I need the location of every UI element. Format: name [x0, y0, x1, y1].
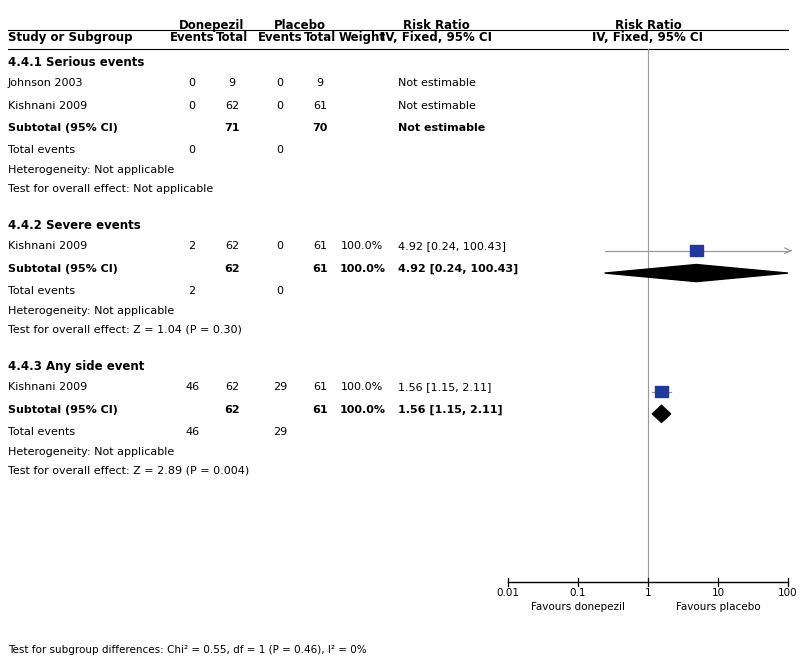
Text: 29: 29 — [273, 427, 287, 437]
Text: 70: 70 — [312, 123, 328, 133]
Text: 61: 61 — [312, 264, 328, 274]
Text: Total: Total — [216, 31, 248, 44]
Text: 61: 61 — [313, 101, 327, 111]
Polygon shape — [605, 265, 788, 282]
Text: Test for overall effect: Z = 2.89 (P = 0.004): Test for overall effect: Z = 2.89 (P = 0… — [8, 465, 250, 475]
Text: 2: 2 — [189, 286, 195, 296]
Text: 9: 9 — [229, 78, 235, 88]
Text: Heterogeneity: Not applicable: Heterogeneity: Not applicable — [8, 165, 174, 175]
Text: Subtotal (95% CI): Subtotal (95% CI) — [8, 123, 118, 133]
Text: 1: 1 — [645, 588, 651, 597]
Text: IV, Fixed, 95% CI: IV, Fixed, 95% CI — [381, 31, 491, 44]
Text: Weight: Weight — [339, 31, 386, 44]
Text: 0: 0 — [189, 78, 195, 88]
Text: 100.0%: 100.0% — [339, 405, 386, 415]
Text: Total events: Total events — [8, 427, 75, 437]
Text: IV, Fixed, 95% CI: IV, Fixed, 95% CI — [593, 31, 703, 44]
Text: 62: 62 — [225, 101, 239, 111]
Text: 1.56 [1.15, 2.11]: 1.56 [1.15, 2.11] — [398, 405, 502, 415]
Text: Kishnani 2009: Kishnani 2009 — [8, 241, 87, 251]
Text: 4.92 [0.24, 100.43]: 4.92 [0.24, 100.43] — [398, 241, 506, 251]
Text: 0: 0 — [277, 241, 283, 251]
Text: Favours placebo: Favours placebo — [676, 602, 760, 612]
Bar — [690, 245, 703, 256]
Text: Kishnani 2009: Kishnani 2009 — [8, 101, 87, 111]
Text: 0: 0 — [277, 145, 283, 155]
Text: 0: 0 — [189, 101, 195, 111]
Text: 61: 61 — [313, 241, 327, 251]
Text: 29: 29 — [273, 382, 287, 392]
Text: 9: 9 — [317, 78, 323, 88]
Text: Study or Subgroup: Study or Subgroup — [8, 31, 133, 44]
Text: 0.1: 0.1 — [570, 588, 586, 597]
Text: 2: 2 — [189, 241, 195, 251]
Text: 0.01: 0.01 — [497, 588, 519, 597]
Text: Favours donepezil: Favours donepezil — [531, 602, 625, 612]
Text: Test for overall effect: Not applicable: Test for overall effect: Not applicable — [8, 184, 214, 193]
Text: 0: 0 — [277, 78, 283, 88]
Text: 4.4.2 Severe events: 4.4.2 Severe events — [8, 219, 141, 232]
Text: 61: 61 — [312, 405, 328, 415]
Text: 4.92 [0.24, 100.43]: 4.92 [0.24, 100.43] — [398, 264, 518, 274]
Text: 61: 61 — [313, 382, 327, 392]
Text: 0: 0 — [277, 101, 283, 111]
Text: 100: 100 — [778, 588, 798, 597]
Text: Total events: Total events — [8, 286, 75, 296]
Text: Donepezil: Donepezil — [179, 18, 245, 32]
Text: Johnson 2003: Johnson 2003 — [8, 78, 83, 88]
Text: Heterogeneity: Not applicable: Heterogeneity: Not applicable — [8, 306, 174, 316]
Text: 46: 46 — [185, 427, 199, 437]
Text: Risk Ratio: Risk Ratio — [614, 18, 682, 32]
Text: 4.4.3 Any side event: 4.4.3 Any side event — [8, 360, 144, 373]
Text: Not estimable: Not estimable — [398, 123, 485, 133]
Text: Heterogeneity: Not applicable: Heterogeneity: Not applicable — [8, 447, 174, 457]
Text: Not estimable: Not estimable — [398, 101, 475, 111]
Text: Events: Events — [258, 31, 302, 44]
Polygon shape — [652, 405, 670, 422]
Text: Not estimable: Not estimable — [398, 78, 475, 88]
Text: Total: Total — [304, 31, 336, 44]
Text: 46: 46 — [185, 382, 199, 392]
Text: 0: 0 — [189, 145, 195, 155]
Text: 71: 71 — [224, 123, 240, 133]
Text: 1.56 [1.15, 2.11]: 1.56 [1.15, 2.11] — [398, 382, 491, 392]
Bar — [655, 386, 668, 397]
Text: Kishnani 2009: Kishnani 2009 — [8, 382, 87, 392]
Text: 10: 10 — [711, 588, 725, 597]
Text: 62: 62 — [224, 405, 240, 415]
Text: Test for subgroup differences: Chi² = 0.55, df = 1 (P = 0.46), I² = 0%: Test for subgroup differences: Chi² = 0.… — [8, 645, 366, 655]
Text: 62: 62 — [224, 264, 240, 274]
Text: Test for overall effect: Z = 1.04 (P = 0.30): Test for overall effect: Z = 1.04 (P = 0… — [8, 324, 242, 334]
Text: 100.0%: 100.0% — [339, 264, 386, 274]
Text: Subtotal (95% CI): Subtotal (95% CI) — [8, 405, 118, 415]
Text: 100.0%: 100.0% — [342, 241, 383, 251]
Text: Total events: Total events — [8, 145, 75, 155]
Text: Events: Events — [170, 31, 214, 44]
Text: 100.0%: 100.0% — [342, 382, 383, 392]
Text: Placebo: Placebo — [274, 18, 326, 32]
Text: 62: 62 — [225, 382, 239, 392]
Text: Subtotal (95% CI): Subtotal (95% CI) — [8, 264, 118, 274]
Text: Risk Ratio: Risk Ratio — [402, 18, 470, 32]
Text: 0: 0 — [277, 286, 283, 296]
Text: 62: 62 — [225, 241, 239, 251]
Text: 4.4.1 Serious events: 4.4.1 Serious events — [8, 56, 144, 69]
